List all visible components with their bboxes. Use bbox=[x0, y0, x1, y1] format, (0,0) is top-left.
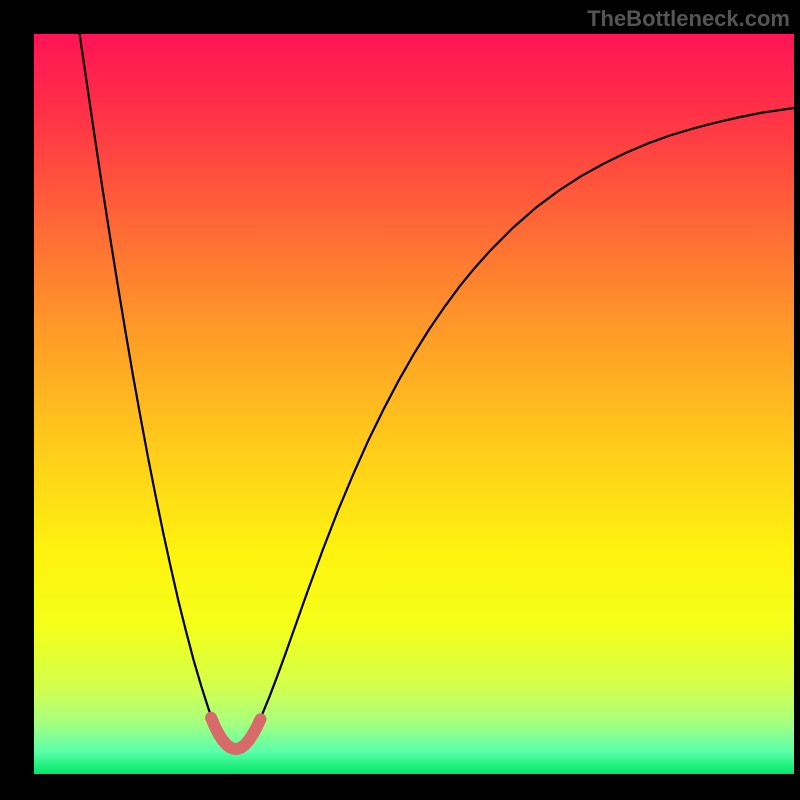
watermark-text: TheBottleneck.com bbox=[587, 6, 790, 32]
bottleneck-chart bbox=[34, 34, 794, 774]
chart-background bbox=[34, 34, 794, 774]
